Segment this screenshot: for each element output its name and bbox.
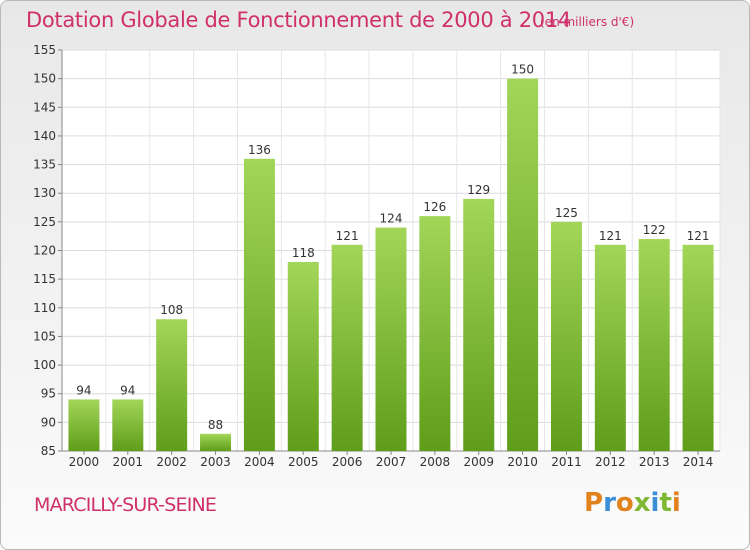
y-tick-label: 115 — [33, 272, 56, 286]
bar-2002 — [156, 319, 188, 451]
place-name: MARCILLY-SUR-SEINE — [34, 494, 217, 516]
y-tick-label: 140 — [33, 129, 56, 143]
y-tick-label: 95 — [41, 387, 56, 401]
x-tick-label-2014: 2014 — [683, 455, 714, 469]
y-tick-label: 100 — [33, 358, 56, 372]
x-tick-label-2007: 2007 — [376, 455, 407, 469]
x-tick-label-2011: 2011 — [551, 455, 582, 469]
logo-letter: t — [659, 488, 672, 518]
x-tick-label-2002: 2002 — [156, 455, 187, 469]
bar-2005 — [287, 261, 319, 451]
y-tick-label: 125 — [33, 215, 56, 229]
logo-letter: x — [633, 488, 651, 518]
bar-2014 — [682, 244, 714, 451]
y-tick-label: 85 — [41, 444, 56, 458]
x-tick-label-2009: 2009 — [463, 455, 494, 469]
value-label-2011: 125 — [555, 206, 578, 220]
y-tick-label: 150 — [33, 72, 56, 86]
x-tick-label-2008: 2008 — [420, 455, 451, 469]
x-tick-label-2003: 2003 — [200, 455, 231, 469]
logo-letter: o — [615, 488, 634, 518]
value-label-2004: 136 — [248, 143, 271, 157]
bar-2012 — [594, 244, 626, 451]
bar-2010 — [507, 78, 539, 452]
logo-letter: P — [584, 488, 604, 518]
bar-2007 — [375, 227, 407, 451]
y-tick-label: 90 — [41, 415, 56, 429]
value-label-2009: 129 — [467, 183, 490, 197]
bar-2009 — [463, 198, 495, 451]
bar-2003 — [200, 433, 232, 451]
bar-2004 — [243, 158, 275, 452]
value-label-2010: 150 — [511, 63, 534, 77]
y-tick-label: 155 — [33, 43, 56, 57]
value-label-2005: 118 — [292, 246, 315, 260]
bar-2006 — [331, 244, 363, 451]
bar-2008 — [419, 216, 451, 451]
value-label-2006: 121 — [336, 229, 359, 243]
x-tick-label-2005: 2005 — [288, 455, 319, 469]
proxiti-logo: Proxiti — [584, 488, 681, 518]
bars — [68, 78, 714, 452]
value-label-2012: 121 — [599, 229, 622, 243]
y-tick-label: 130 — [33, 186, 56, 200]
chart-title: Dotation Globale de Fonctionnement de 20… — [26, 8, 571, 32]
value-label-2013: 122 — [643, 223, 666, 237]
x-tick-label-2010: 2010 — [507, 455, 538, 469]
y-tick-label: 105 — [33, 329, 56, 343]
x-tick-label-2012: 2012 — [595, 455, 626, 469]
x-tick-label-2004: 2004 — [244, 455, 275, 469]
bar-2011 — [550, 221, 582, 451]
value-label-2007: 124 — [380, 212, 403, 226]
y-tick-label: 110 — [33, 301, 56, 315]
value-label-2001: 94 — [120, 383, 135, 397]
bar-2000 — [68, 399, 100, 451]
logo-letter: r — [603, 488, 616, 518]
logo-letter: i — [671, 488, 681, 518]
logo-letter: i — [650, 488, 660, 518]
value-label-2002: 108 — [160, 303, 183, 317]
value-label-2008: 126 — [423, 200, 446, 214]
bar-2001 — [112, 399, 144, 451]
value-label-2003: 88 — [208, 418, 223, 432]
chart-unit: (en milliers d'€) — [540, 15, 635, 29]
y-tick-label: 120 — [33, 244, 56, 258]
x-tick-label-2001: 2001 — [113, 455, 144, 469]
bar-2013 — [638, 239, 670, 451]
y-tick-label: 135 — [33, 158, 56, 172]
y-tick-label: 145 — [33, 100, 56, 114]
labels: 85 90 95 100 105 110 115 120 125 130 135 140 145 150 1… — [33, 43, 713, 469]
x-tick-label-2013: 2013 — [639, 455, 670, 469]
x-tick-label-2000: 2000 — [69, 455, 100, 469]
value-label-2000: 94 — [76, 383, 91, 397]
x-tick-label-2006: 2006 — [332, 455, 363, 469]
value-label-2014: 121 — [687, 229, 710, 243]
